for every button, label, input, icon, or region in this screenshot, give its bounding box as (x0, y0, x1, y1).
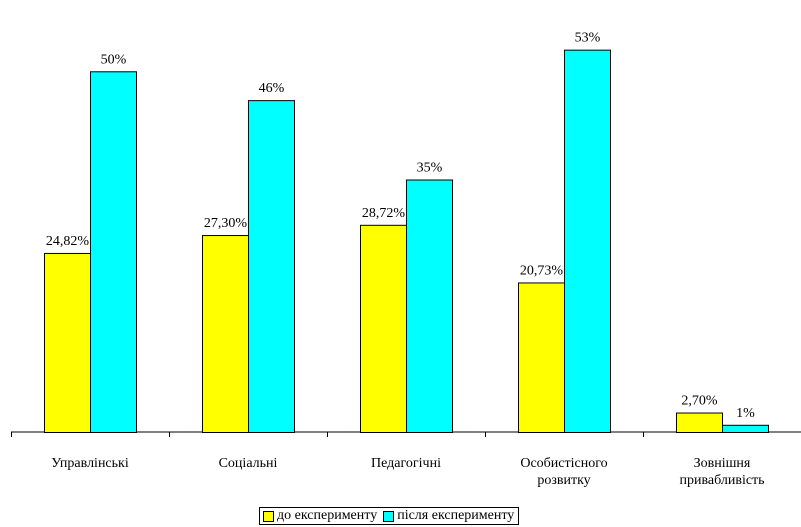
bar-after (90, 71, 137, 434)
bar-before (676, 412, 723, 433)
bar-after (564, 49, 611, 434)
category-labels-group: Управлінські Соціальні Педагогічні Особисті… (51, 456, 764, 488)
category-label: Особистісного розвитку (520, 456, 607, 488)
bar-before (360, 224, 407, 433)
data-label: 27,30% (204, 216, 248, 231)
data-label: 35% (417, 161, 443, 176)
bars-group (44, 49, 769, 434)
data-label: 2,70% (681, 394, 718, 409)
data-label: 24,82% (46, 234, 90, 249)
legend: до експерименту після експерименту (259, 507, 520, 525)
category-label: Соціальні (219, 456, 278, 471)
data-label: 1% (736, 406, 755, 421)
category-label: Педагогічні (371, 456, 441, 471)
data-label: 28,72% (362, 206, 406, 221)
data-labels-group: 24,82% 27,30% 28,72% 20,73% 2,70% 50% 46% 35% 53… (46, 31, 755, 421)
category-label: Зовнішня привабливість (679, 456, 764, 488)
legend-label-before: до експерименту (277, 508, 378, 523)
bar-before (202, 235, 249, 433)
bar-before (44, 252, 91, 433)
legend-swatch-after (383, 510, 395, 522)
category-label: Управлінські (51, 456, 129, 471)
data-label: 20,73% (520, 263, 564, 278)
data-label: 46% (259, 81, 285, 96)
data-label: 50% (101, 52, 127, 67)
bar-after (722, 424, 769, 433)
bar-before (518, 282, 565, 433)
legend-swatch-before (263, 510, 274, 522)
legend-label-after: після експерименту (397, 508, 515, 523)
data-label: 53% (575, 31, 601, 46)
bar-after (406, 179, 453, 433)
bar-after (248, 100, 295, 434)
